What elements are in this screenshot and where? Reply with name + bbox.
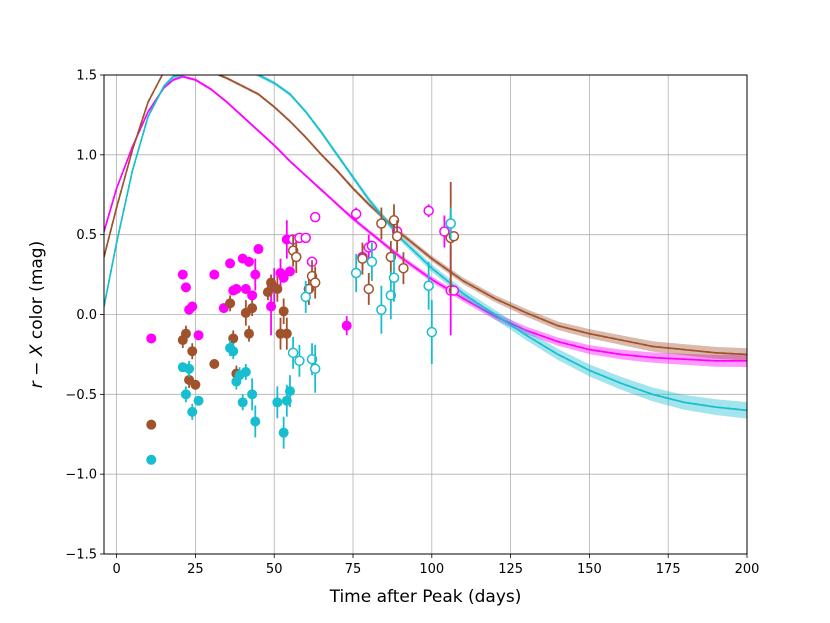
x-tick-label: 150 [577, 562, 602, 577]
y-axis-label: r − X color (mag) [27, 241, 47, 388]
brown-filled-point [247, 303, 258, 314]
brown-model-dashed [104, 75, 747, 356]
magenta-filled-point [177, 269, 188, 280]
magenta-filled-point [180, 282, 191, 293]
cyan-open-point [287, 347, 299, 359]
cyan-open-point [350, 267, 362, 279]
brown-filled-point [225, 298, 236, 309]
y-tick-label: 1.5 [76, 69, 97, 84]
brown-filled-point [272, 283, 283, 294]
cyan-open-point [426, 326, 438, 338]
cyan-filled-point [284, 386, 295, 397]
x-tick-label: 25 [187, 562, 204, 577]
cyan-open-point [366, 256, 378, 268]
cyan-filled-point [237, 397, 248, 408]
x-tick-label: 175 [656, 562, 681, 577]
magenta-filled-point [250, 269, 261, 280]
magenta-filled-point [240, 283, 251, 294]
cyan-open-point [306, 353, 318, 365]
y-axis-label-var1: r [27, 380, 47, 388]
brown-filled-point [187, 346, 198, 357]
magenta-filled-point [243, 256, 254, 267]
magenta-open-point [309, 211, 321, 223]
magenta-open-point [439, 226, 450, 237]
cyan-open-point [376, 304, 387, 315]
x-axis-label: Time after Peak (days) [329, 587, 522, 607]
plot-area [104, 75, 747, 465]
magenta-filled-point [284, 266, 295, 277]
brown-filled-point [243, 328, 254, 339]
cyan-filled-point [146, 454, 157, 465]
cyan-filled-point [240, 366, 251, 377]
magenta-filled-point [209, 269, 220, 280]
brown-filled-point [146, 419, 157, 430]
y-tick-label: −1.0 [65, 468, 97, 483]
cyan-filled-point [247, 389, 258, 400]
y-tick-label: 0.5 [76, 228, 97, 243]
magenta-filled-point [146, 333, 157, 344]
brown-open-point [388, 215, 400, 226]
magenta-filled-point [231, 283, 242, 294]
magenta-filled-point [253, 244, 264, 255]
brown-open-point [291, 251, 302, 263]
brown-open-point [391, 231, 403, 242]
y-axis-label-rest: color (mag) [27, 241, 47, 345]
brown-open-point [376, 218, 387, 229]
brown-open-point [363, 283, 375, 295]
brown-filled-point [278, 306, 289, 317]
cyan-open-point [385, 290, 397, 301]
cyan-filled-point [272, 397, 283, 408]
cyan-open-point [445, 218, 456, 229]
cyan-open-point [388, 272, 400, 284]
x-tick-label: 50 [266, 562, 283, 577]
magenta-filled-point [278, 272, 289, 283]
brown-open-point [398, 262, 409, 274]
magenta-filled-point [341, 320, 352, 331]
axis-ticks: 0 25 50 75 100 125 150 175 200 −1.5 −1.0 −0.5 0.0 0.5… [65, 69, 759, 578]
cyan-filled-point [278, 427, 289, 438]
cyan-filled-point [193, 395, 204, 406]
magenta-filled-point [225, 258, 236, 269]
magenta-filled-point [187, 301, 198, 312]
brown-filled-point [281, 328, 292, 339]
magenta-model-dashed [104, 75, 747, 362]
y-tick-label: −0.5 [65, 388, 97, 403]
y-tick-label: 0.0 [76, 308, 97, 323]
brown-filled-point [190, 379, 201, 390]
x-tick-label: 200 [735, 562, 760, 577]
y-tick-label: −1.5 [65, 548, 97, 563]
x-tick-label: 100 [419, 562, 444, 577]
magenta-open-point [448, 285, 460, 296]
y-axis-label-op: − [27, 356, 47, 381]
x-tick-label: 0 [112, 562, 120, 577]
brown-open-point [385, 251, 397, 263]
cyan-open-point [294, 355, 305, 367]
magenta-open-point [423, 205, 434, 216]
cyan-filled-point [228, 346, 239, 357]
magenta-open-point [300, 232, 311, 244]
brown-filled-point [266, 277, 277, 288]
y-tick-label: 1.0 [76, 148, 97, 163]
cyan-filled-point [184, 363, 195, 374]
magenta-open-point [350, 208, 362, 220]
brown-filled-point [209, 358, 220, 369]
y-axis-label-var2: X [27, 344, 47, 357]
cyan-filled-point [180, 389, 191, 400]
magenta-filled-point [193, 330, 204, 341]
cyan-open-point [300, 291, 311, 303]
brown-open-point [448, 231, 460, 242]
cyan-open-point [423, 280, 434, 292]
x-tick-label: 125 [498, 562, 523, 577]
cyan-open-point [309, 363, 321, 375]
magenta-filled-point [247, 290, 258, 301]
cyan-model-dashed [104, 75, 747, 412]
brown-open-point [309, 277, 321, 288]
brown-open-point [357, 253, 368, 264]
brown-filled-point [180, 328, 191, 339]
cyan-filled-point [250, 416, 261, 427]
x-tick-label: 75 [345, 562, 362, 577]
cyan-filled-point [187, 406, 198, 417]
